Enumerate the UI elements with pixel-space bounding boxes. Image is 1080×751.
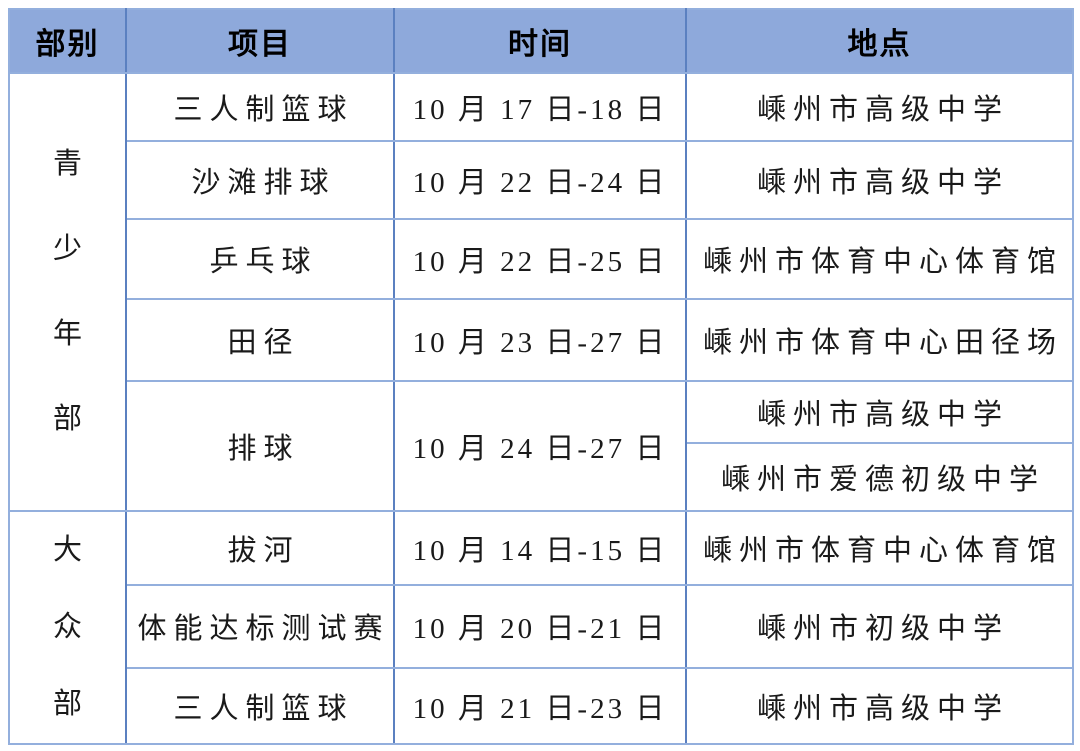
table-row: 乒乓球 10 月 22 日-25 日 嵊州市体育中心体育馆 xyxy=(9,218,1074,300)
time-cell: 10 月 22 日-25 日 xyxy=(393,218,687,300)
location-cell: 嵊州市高级中学 xyxy=(685,667,1074,745)
header-department: 部别 xyxy=(8,8,127,74)
table-row: 青 少 年 部 三人制篮球 10 月 17 日-18 日 嵊州市高级中学 xyxy=(8,72,1074,512)
event-cell: 乒乓球 xyxy=(125,218,395,300)
event-cell: 排球 xyxy=(125,380,395,512)
event-cell: 拔河 xyxy=(125,510,395,586)
location-cell: 嵊州市高级中学 xyxy=(685,380,1074,444)
time-cell: 10 月 23 日-27 日 xyxy=(393,298,687,382)
table-row: 大 众 部 拔河 10 月 14 日-15 日 嵊州市体育中心体育馆 xyxy=(8,510,1074,745)
table-row: 田径 10 月 23 日-27 日 嵊州市体育中心田径场 xyxy=(9,298,1074,382)
location-cell: 嵊州市体育中心体育馆 xyxy=(685,218,1074,300)
location-cell: 嵊州市初级中学 xyxy=(685,583,1074,670)
time-cell: 10 月 14 日-15 日 xyxy=(393,510,687,586)
table-row: 排球 10 月 24 日-27 日 嵊州市高级中学 xyxy=(9,380,1074,512)
department-cell-mass: 大 众 部 xyxy=(8,510,127,745)
event-cell: 沙滩排球 xyxy=(125,140,395,220)
location-cell: 嵊州市体育中心田径场 xyxy=(685,298,1074,382)
header-event: 项目 xyxy=(125,8,395,74)
location-cell: 嵊州市爱德初级中学 xyxy=(685,442,1074,512)
location-cell: 嵊州市体育中心体育馆 xyxy=(685,510,1074,586)
header-location: 地点 xyxy=(685,8,1074,74)
department-vertical-label: 青 少 年 部 xyxy=(52,148,82,435)
time-cell: 10 月 21 日-23 日 xyxy=(393,667,687,745)
table-row: 三人制篮球 10 月 21 日-23 日 嵊州市高级中学 xyxy=(9,667,1074,745)
event-cell: 田径 xyxy=(125,298,395,382)
department-vertical-label: 大 众 部 xyxy=(52,534,82,720)
time-cell: 10 月 20 日-21 日 xyxy=(393,583,687,670)
table-row: 沙滩排球 10 月 22 日-24 日 嵊州市高级中学 xyxy=(9,140,1074,220)
time-cell: 10 月 24 日-27 日 xyxy=(393,380,687,512)
location-cell: 嵊州市高级中学 xyxy=(685,140,1074,220)
event-cell: 体能达标测试赛 xyxy=(125,583,395,670)
department-cell-youth: 青 少 年 部 xyxy=(8,72,127,512)
schedule-table: 部别 项目 时间 地点 青 少 年 部 三人制篮球 10 月 17 日-18 日… xyxy=(8,8,1074,745)
event-cell: 三人制篮球 xyxy=(125,667,395,745)
header-row: 部别 项目 时间 地点 xyxy=(8,8,1074,74)
table-row: 嵊州市爱德初级中学 xyxy=(9,442,1074,512)
event-cell: 三人制篮球 xyxy=(125,72,395,142)
header-time: 时间 xyxy=(393,8,687,74)
time-cell: 10 月 17 日-18 日 xyxy=(393,72,687,142)
location-cell: 嵊州市高级中学 xyxy=(685,72,1074,142)
table-row: 体能达标测试赛 10 月 20 日-21 日 嵊州市初级中学 xyxy=(9,583,1074,670)
time-cell: 10 月 22 日-24 日 xyxy=(393,140,687,220)
